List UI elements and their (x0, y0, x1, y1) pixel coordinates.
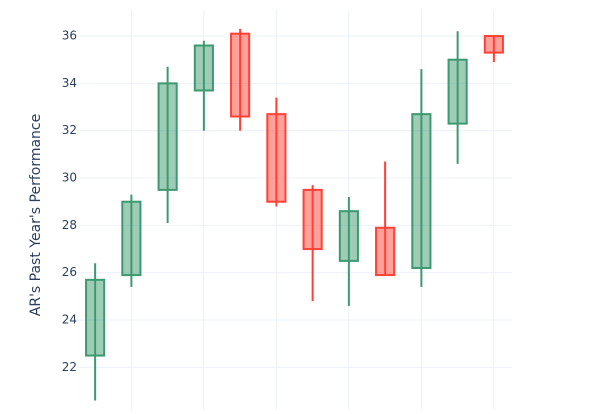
y-tick-label: 32 (62, 123, 77, 137)
candle-body (85, 278, 106, 357)
candle-body (266, 113, 287, 203)
candle-body (483, 35, 504, 54)
y-tick-label: 26 (62, 265, 77, 279)
candle-body (121, 200, 142, 277)
candle-body (338, 210, 359, 262)
candle-body (230, 32, 251, 118)
y-tick-label: 28 (62, 218, 77, 232)
y-tick-label: 34 (62, 76, 77, 90)
y-tick-label: 24 (62, 313, 77, 327)
candle-body (302, 188, 323, 251)
candle-body (447, 58, 468, 125)
y-tick-label: 36 (62, 29, 77, 43)
candle-body (193, 44, 214, 92)
candle-body (375, 226, 396, 277)
y-axis-label: AR's Past Year's Performance (28, 114, 44, 316)
y-tick-label: 30 (62, 171, 77, 185)
candle-body (157, 82, 178, 191)
y-tick-label: 22 (62, 360, 77, 374)
candle-body (411, 113, 432, 269)
